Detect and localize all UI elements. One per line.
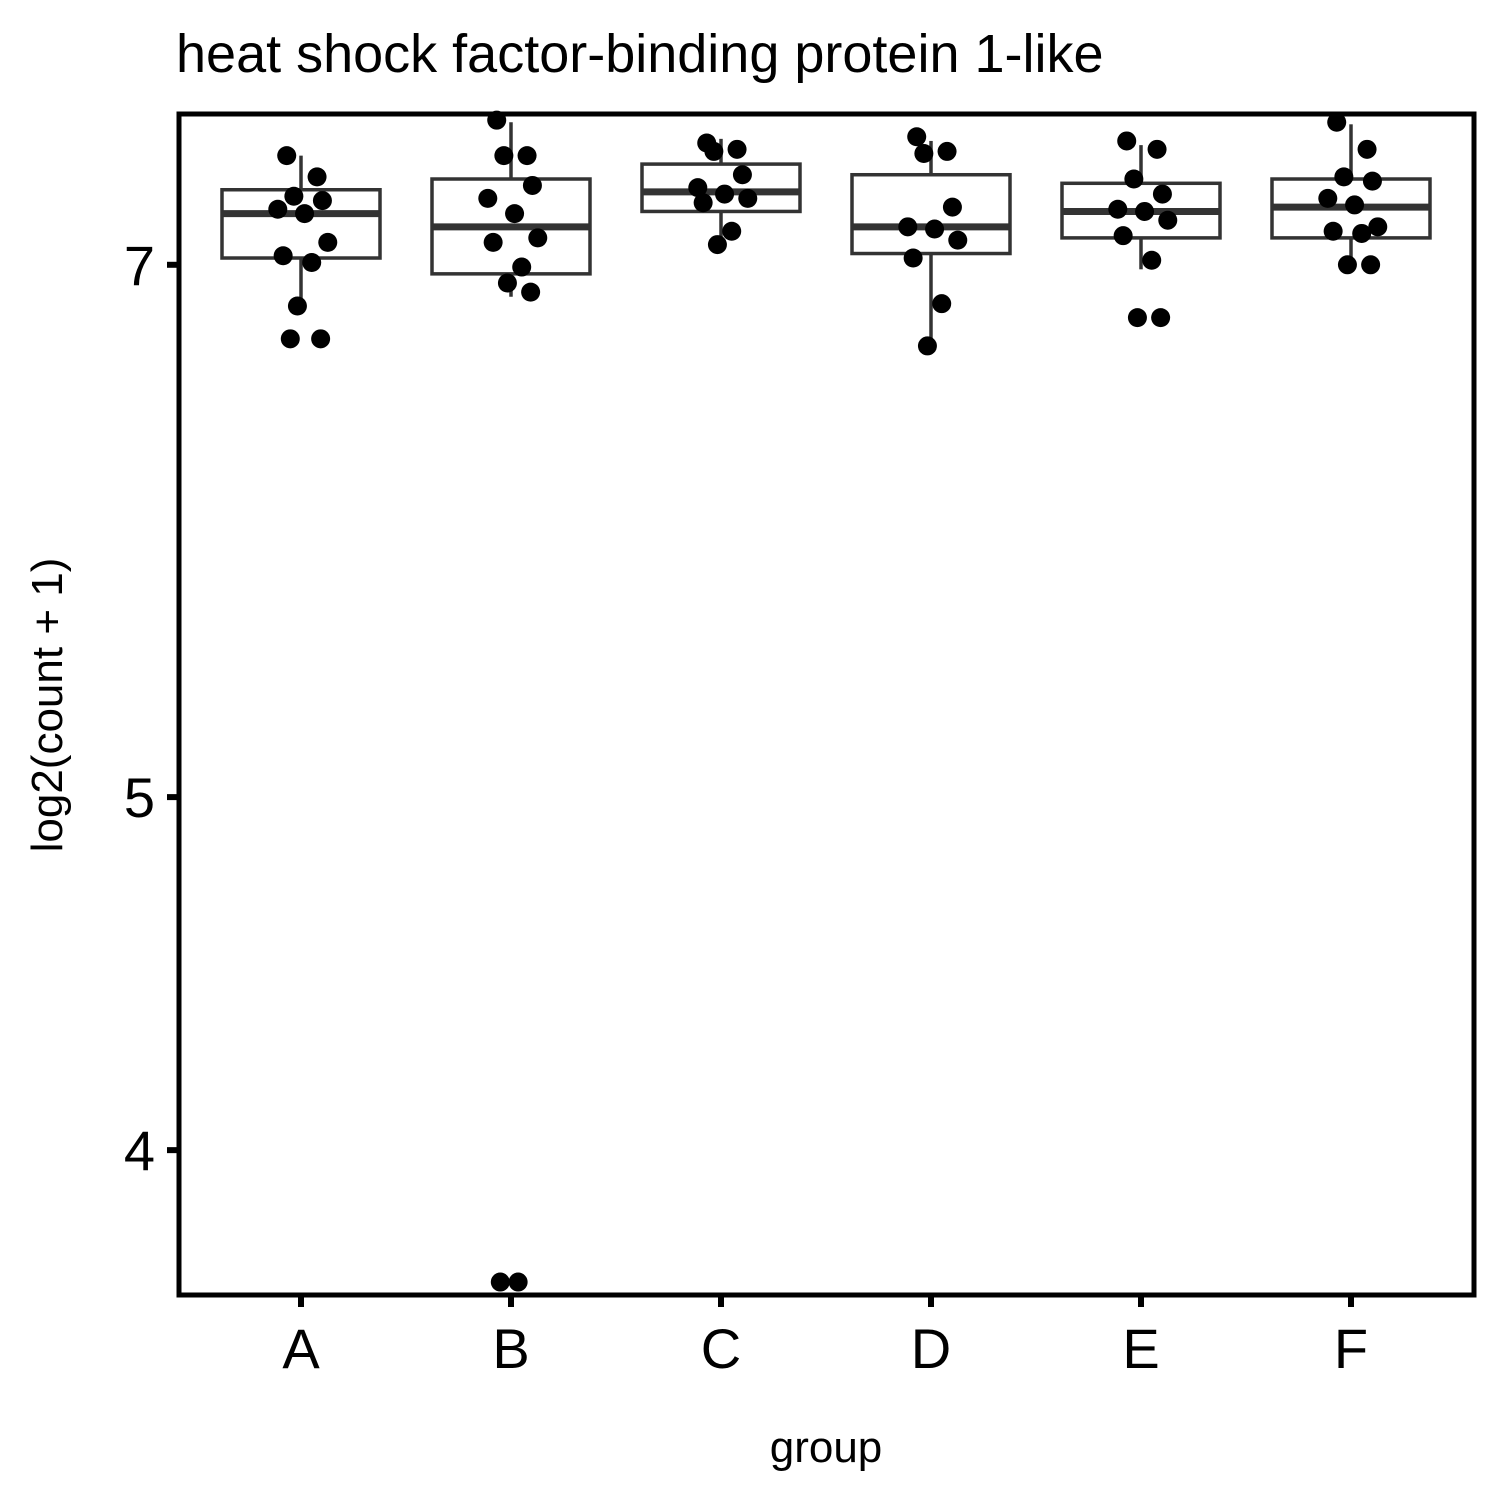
data-point-a: [318, 232, 338, 252]
data-point-a: [268, 199, 288, 219]
data-point-f: [1323, 221, 1343, 241]
data-point-b: [512, 257, 532, 277]
data-point-f: [1362, 171, 1382, 191]
data-point-e: [1151, 308, 1171, 328]
data-point-d: [917, 336, 937, 356]
data-point-e: [1142, 250, 1162, 270]
plot-panel-border: [176, 111, 1477, 1298]
data-point-a: [277, 146, 297, 166]
data-point-b: [508, 1272, 528, 1292]
chart-title: heat shock factor-binding protein 1-like: [176, 24, 1104, 84]
data-point-b: [517, 146, 537, 166]
x-tick-label: D: [911, 1317, 951, 1380]
data-point-b: [522, 175, 542, 195]
axes: 4 5 7 A B C D E F: [124, 234, 1368, 1380]
data-point-d: [937, 141, 957, 161]
data-point-c: [727, 139, 747, 159]
data-point-f: [1345, 195, 1365, 215]
data-point-e: [1135, 201, 1155, 221]
data-point-c: [707, 235, 727, 255]
data-point-f: [1327, 112, 1347, 132]
data-point-e: [1158, 210, 1178, 230]
data-point-a: [295, 204, 315, 224]
data-point-c: [704, 141, 724, 161]
data-point-d: [898, 217, 918, 237]
data-point-d: [948, 230, 968, 250]
data-point-e: [1108, 199, 1128, 219]
data-point-f: [1357, 139, 1377, 159]
x-tick-label: C: [701, 1317, 741, 1380]
data-point-c: [693, 193, 713, 213]
data-point-e: [1147, 139, 1167, 159]
data-point-b: [528, 228, 548, 248]
data-point-b: [494, 146, 514, 166]
data-point-a: [284, 186, 304, 206]
data-point-a: [311, 329, 331, 349]
data-point-a: [287, 296, 307, 316]
data-point-c: [688, 178, 708, 198]
data-point-d: [925, 219, 945, 239]
x-axis-title: group: [770, 1423, 883, 1472]
data-point-d: [914, 144, 934, 164]
data-point-c: [715, 184, 735, 204]
data-point-d: [907, 127, 927, 147]
data-point-f: [1361, 255, 1381, 275]
x-tick-label: A: [282, 1317, 320, 1380]
y-tick-label: 5: [124, 766, 155, 829]
y-tick-label: 4: [124, 1119, 155, 1182]
data-point-a: [302, 253, 322, 273]
data-point-e: [1124, 169, 1144, 189]
data-point-a: [280, 329, 300, 349]
data-point-b: [521, 282, 541, 302]
data-point-d: [942, 197, 962, 217]
data-point-e: [1113, 226, 1133, 246]
data-point-c: [738, 188, 758, 208]
data-point-f: [1337, 255, 1357, 275]
data-point-f: [1334, 167, 1354, 187]
box-d: [850, 172, 1012, 256]
y-axis-title: log2(count + 1): [23, 558, 72, 853]
data-point-c: [732, 165, 752, 185]
data-point-e: [1127, 308, 1147, 328]
data-point-c: [722, 221, 742, 241]
y-tick-label: 7: [124, 234, 155, 297]
data-point-f: [1368, 217, 1388, 237]
data-point-b: [478, 188, 498, 208]
x-tick-label: E: [1122, 1317, 1159, 1380]
data-point-b: [505, 204, 525, 224]
data-point-b: [490, 1272, 510, 1292]
data-point-b: [497, 273, 517, 293]
data-point-a: [312, 191, 332, 211]
data-point-b: [483, 232, 503, 252]
plot-area: [220, 110, 1432, 1292]
x-tick-label: F: [1334, 1317, 1368, 1380]
x-tick-label: B: [492, 1317, 529, 1380]
data-point-e: [1152, 184, 1172, 204]
data-point-f: [1352, 223, 1372, 243]
data-point-e: [1117, 131, 1137, 151]
data-point-d: [903, 248, 923, 268]
data-point-d: [932, 294, 952, 314]
data-point-f: [1318, 188, 1338, 208]
data-point-a: [307, 167, 327, 187]
data-point-a: [273, 246, 293, 266]
